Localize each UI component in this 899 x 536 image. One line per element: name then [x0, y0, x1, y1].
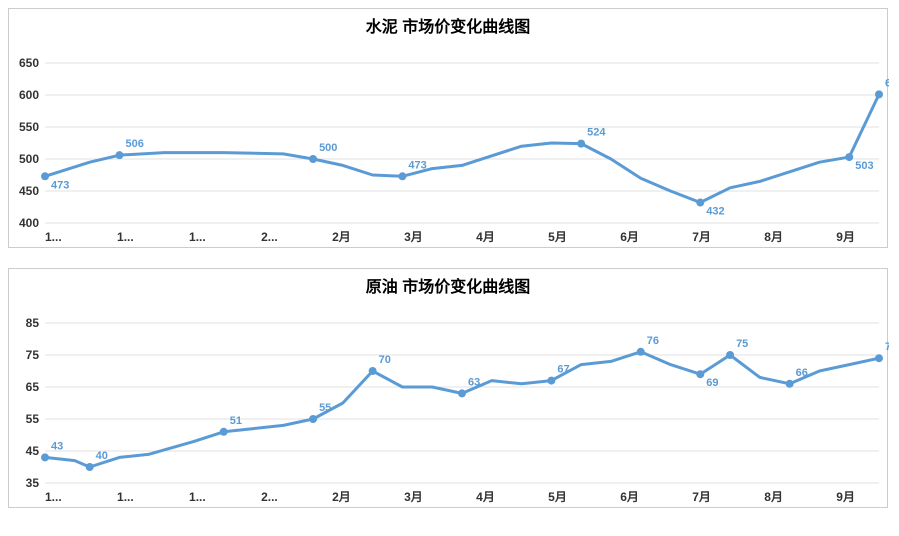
- data-label: 55: [319, 402, 331, 414]
- y-tick-label: 650: [19, 56, 39, 70]
- data-marker: [845, 153, 853, 161]
- y-tick-label: 65: [26, 380, 40, 394]
- y-tick-label: 55: [26, 412, 40, 426]
- data-marker: [398, 172, 406, 180]
- data-label: 40: [96, 450, 108, 462]
- data-marker: [637, 348, 645, 356]
- x-tick-label: 1...: [189, 490, 206, 504]
- data-label: 503: [855, 160, 873, 172]
- x-tick-label: 7月: [692, 490, 711, 504]
- data-marker: [41, 172, 49, 180]
- data-marker: [726, 351, 734, 359]
- data-marker: [309, 155, 317, 163]
- data-label: 432: [706, 206, 724, 218]
- chart-title: 水泥 市场价变化曲线图: [9, 9, 887, 37]
- charts-container: 水泥 市场价变化曲线图 400 450 500 550 600 650 1... 1... 1..…: [8, 8, 891, 508]
- data-label: 76: [647, 335, 659, 347]
- x-tick-label: 9月: [836, 490, 855, 504]
- y-tick-label: 35: [26, 476, 40, 490]
- data-label: 473: [51, 179, 69, 191]
- data-marker: [369, 367, 377, 375]
- x-tick-label: 4月: [476, 490, 495, 504]
- y-tick-label: 400: [19, 216, 39, 230]
- data-marker: [309, 415, 317, 423]
- chart-panel-cement: 水泥 市场价变化曲线图 400 450 500 550 600 650 1... 1... 1..…: [8, 8, 888, 248]
- y-tick-label: 45: [26, 444, 40, 458]
- data-marker: [86, 463, 94, 471]
- data-label: 75: [736, 338, 748, 350]
- chart-panel-oil: 原油 市场价变化曲线图 35 45 55 65 75 85 1... 1... 1... 2... 2…: [8, 268, 888, 508]
- x-tick-label: 8月: [764, 490, 783, 504]
- data-label: 43: [51, 440, 63, 452]
- data-marker: [786, 380, 794, 388]
- data-label: 69: [706, 377, 718, 389]
- data-label: 51: [230, 415, 242, 427]
- x-tick-label: 5月: [548, 230, 567, 244]
- data-marker: [696, 199, 704, 207]
- x-tick-label: 9月: [836, 230, 855, 244]
- data-label: 524: [587, 127, 606, 139]
- data-marker: [458, 389, 466, 397]
- x-tick-label: 8月: [764, 230, 783, 244]
- x-tick-label: 1...: [45, 490, 62, 504]
- plot-area: 400 450 500 550 600 650 1... 1... 1... 2... 2月 3月 4月…: [9, 37, 887, 247]
- plot-area: 35 45 55 65 75 85 1... 1... 1... 2... 2月 3月 4月 5月 6月 7月…: [9, 297, 887, 507]
- y-tick-label: 85: [26, 316, 40, 330]
- data-label: 67: [557, 364, 569, 376]
- x-tick-label: 4月: [476, 230, 495, 244]
- data-marker: [875, 90, 883, 98]
- y-tick-label: 75: [26, 348, 40, 362]
- y-tick-label: 600: [19, 88, 39, 102]
- chart-title: 原油 市场价变化曲线图: [9, 269, 887, 297]
- x-tick-label: 3月: [404, 490, 423, 504]
- data-label: 473: [408, 159, 426, 171]
- x-tick-label: 1...: [189, 230, 206, 244]
- data-marker: [696, 370, 704, 378]
- data-marker: [115, 151, 123, 159]
- x-tick-label: 1...: [117, 230, 134, 244]
- series-line: [45, 94, 879, 202]
- y-tick-label: 550: [19, 120, 39, 134]
- data-label: 66: [796, 367, 808, 379]
- data-label: 63: [468, 376, 480, 388]
- data-marker: [875, 354, 883, 362]
- x-tick-label: 6月: [620, 230, 639, 244]
- x-tick-label: 6月: [620, 490, 639, 504]
- data-marker: [547, 377, 555, 385]
- x-tick-label: 2月: [332, 230, 351, 244]
- y-tick-label: 500: [19, 152, 39, 166]
- series-line: [45, 352, 879, 467]
- x-tick-label: 5月: [548, 490, 567, 504]
- data-label: 506: [125, 138, 143, 150]
- data-label: 74: [885, 341, 889, 353]
- data-marker: [41, 453, 49, 461]
- x-tick-label: 7月: [692, 230, 711, 244]
- data-marker: [220, 428, 228, 436]
- data-label: 70: [379, 354, 391, 366]
- x-tick-label: 1...: [117, 490, 134, 504]
- x-tick-label: 2...: [261, 490, 278, 504]
- x-tick-label: 1...: [45, 230, 62, 244]
- data-label: 601: [885, 77, 889, 89]
- x-tick-label: 2...: [261, 230, 278, 244]
- x-tick-label: 3月: [404, 230, 423, 244]
- y-tick-label: 450: [19, 184, 39, 198]
- data-label: 500: [319, 142, 337, 154]
- x-tick-label: 2月: [332, 490, 351, 504]
- data-marker: [577, 140, 585, 148]
